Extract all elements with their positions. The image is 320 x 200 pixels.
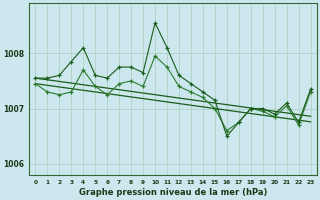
X-axis label: Graphe pression niveau de la mer (hPa): Graphe pression niveau de la mer (hPa) [79, 188, 267, 197]
